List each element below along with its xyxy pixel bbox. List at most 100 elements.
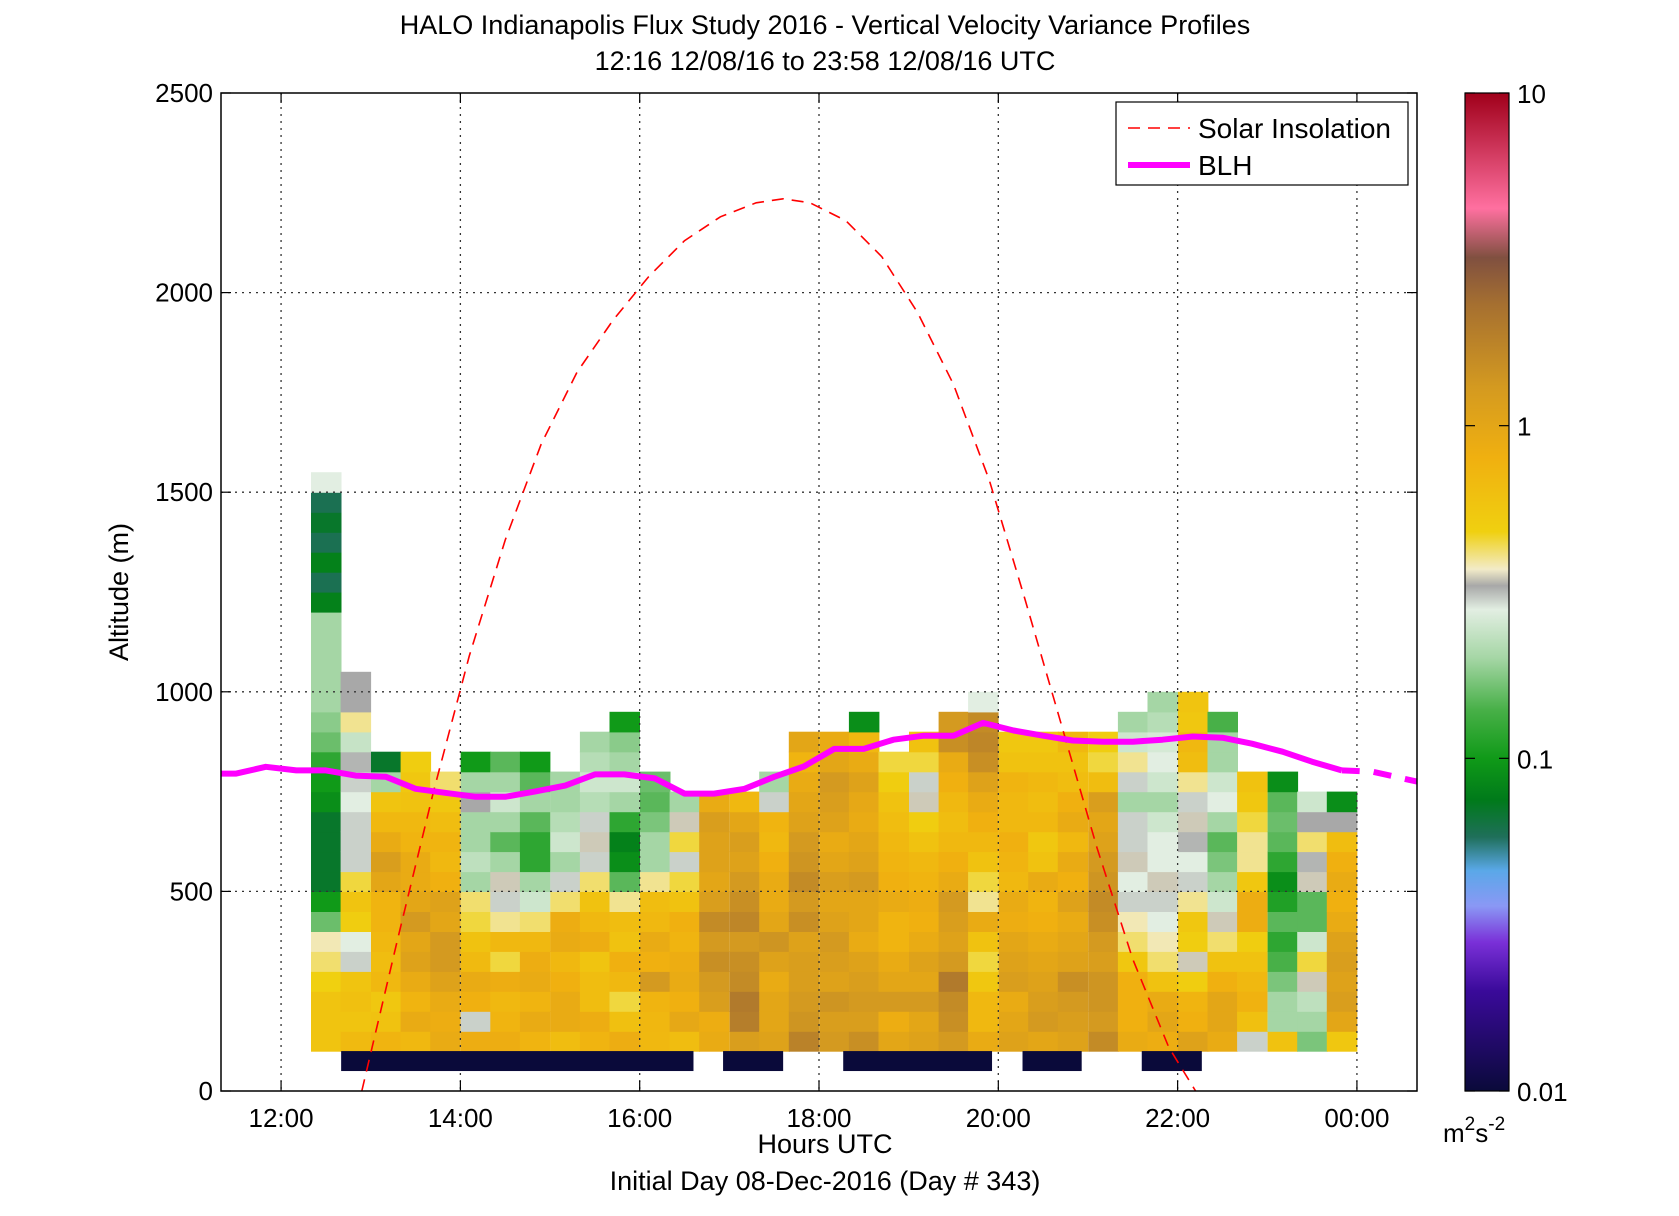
heatmap-cell xyxy=(340,691,372,713)
heatmap-cell xyxy=(1028,1011,1059,1032)
heatmap-cell xyxy=(609,831,640,853)
heatmap-cell xyxy=(1177,931,1209,952)
heatmap-cell xyxy=(819,771,850,793)
heatmap-cell xyxy=(1057,831,1089,853)
heatmap-cell xyxy=(938,871,970,892)
flag-bar xyxy=(843,1051,993,1072)
heatmap-cell xyxy=(1057,751,1089,773)
heatmap-cell xyxy=(490,771,521,793)
heatmap-cell xyxy=(848,911,880,932)
heatmap-cell xyxy=(1147,1011,1178,1032)
heatmap-cell xyxy=(1147,771,1178,793)
heatmap-cell xyxy=(1207,991,1238,1012)
heatmap-cell xyxy=(490,911,521,932)
heatmap-cell xyxy=(759,931,790,952)
heatmap-cell xyxy=(878,1011,909,1032)
heatmap-cell xyxy=(909,791,940,813)
heatmap-cell xyxy=(311,791,342,813)
heatmap-cell xyxy=(311,512,342,533)
heatmap-cell xyxy=(819,931,850,952)
heatmap-cell xyxy=(460,771,492,793)
heatmap-cell xyxy=(311,691,342,713)
heatmap-cell xyxy=(1147,951,1178,972)
heatmap-cell xyxy=(400,931,432,952)
heatmap-cell xyxy=(1237,951,1268,972)
heatmap-cell xyxy=(788,951,820,972)
heatmap-cell xyxy=(848,751,880,773)
heatmap-cell xyxy=(669,791,701,813)
heatmap-cell xyxy=(490,851,521,873)
heatmap-cell xyxy=(519,811,551,833)
heatmap-cell xyxy=(311,651,342,673)
legend-solar-label: Solar Insolation xyxy=(1198,113,1391,144)
heatmap-cell xyxy=(1088,991,1119,1012)
heatmap-cell xyxy=(1326,851,1358,873)
heatmap-cell xyxy=(998,811,1030,833)
heatmap-cell xyxy=(430,831,461,853)
heatmap-cell xyxy=(819,891,850,912)
heatmap-cell xyxy=(640,871,671,892)
heatmap-cell xyxy=(311,831,342,853)
heatmap-cell xyxy=(311,631,342,653)
heatmap-cell xyxy=(938,911,970,932)
heatmap-cell xyxy=(699,951,730,972)
heatmap-cell xyxy=(430,1031,461,1052)
heatmap-cell xyxy=(1237,991,1268,1012)
heatmap-cell xyxy=(400,791,432,813)
heatmap-cell xyxy=(579,1031,611,1052)
heatmap-cell xyxy=(311,971,342,992)
heatmap-cell xyxy=(1267,1011,1299,1032)
heatmap-cell xyxy=(490,1011,521,1032)
heatmap-cell xyxy=(1267,851,1299,873)
heatmap-cell xyxy=(938,791,970,813)
heatmap-cell xyxy=(1237,931,1268,952)
heatmap-cell xyxy=(1207,871,1238,892)
heatmap-cell xyxy=(1147,991,1178,1012)
heatmap-cell xyxy=(311,991,342,1012)
blh-line xyxy=(221,719,1343,800)
heatmap-cell xyxy=(640,931,671,952)
heatmap-cell xyxy=(550,851,581,873)
colorbar-gradient xyxy=(1465,93,1509,1091)
heatmap-cell xyxy=(1326,911,1358,932)
heatmap-cell xyxy=(430,891,461,912)
heatmap-cell xyxy=(1297,951,1328,972)
heatmap-cell xyxy=(759,871,790,892)
heatmap-cell xyxy=(579,931,611,952)
heatmap-cell xyxy=(1088,1011,1119,1032)
heatmap-cell xyxy=(400,991,432,1012)
heatmap-cell xyxy=(1267,991,1299,1012)
heatmap-cell xyxy=(371,1011,402,1032)
heatmap-cell xyxy=(1088,911,1119,932)
heatmap-cell xyxy=(311,1031,342,1052)
heatmap-cell xyxy=(1207,891,1238,912)
heatmap-cell xyxy=(609,811,640,833)
heatmap-cell xyxy=(1267,891,1299,912)
heatmap-cell xyxy=(609,1031,640,1052)
colorbar-tick-label: 0.1 xyxy=(1517,744,1553,774)
y-tick-label: 2500 xyxy=(155,78,213,108)
heatmap-cell xyxy=(968,791,999,813)
heatmap-cell xyxy=(669,811,701,833)
heatmap-cell xyxy=(1297,851,1328,873)
heatmap-cell xyxy=(819,811,850,833)
heatmap-cell xyxy=(371,851,402,873)
heatmap-cell xyxy=(550,871,581,892)
heatmap-cell xyxy=(1028,751,1059,773)
heatmap-cell xyxy=(938,771,970,793)
heatmap-cell xyxy=(729,1011,761,1032)
x-tick-label: 14:00 xyxy=(428,1103,493,1133)
heatmap-cell xyxy=(340,791,372,813)
heatmap-cell xyxy=(998,991,1030,1012)
heatmap-cell xyxy=(579,891,611,912)
heatmap-cell xyxy=(1147,891,1178,912)
heatmap-cell xyxy=(909,811,940,833)
heatmap-cell xyxy=(1088,751,1119,773)
heatmap-cell xyxy=(968,751,999,773)
heatmap-cell xyxy=(550,1011,581,1032)
heatmap-cell xyxy=(1028,911,1059,932)
heatmap-cell xyxy=(1177,951,1209,972)
heatmap-cell xyxy=(311,671,342,693)
heatmap-cell xyxy=(909,871,940,892)
heatmap-cell xyxy=(1147,931,1178,952)
